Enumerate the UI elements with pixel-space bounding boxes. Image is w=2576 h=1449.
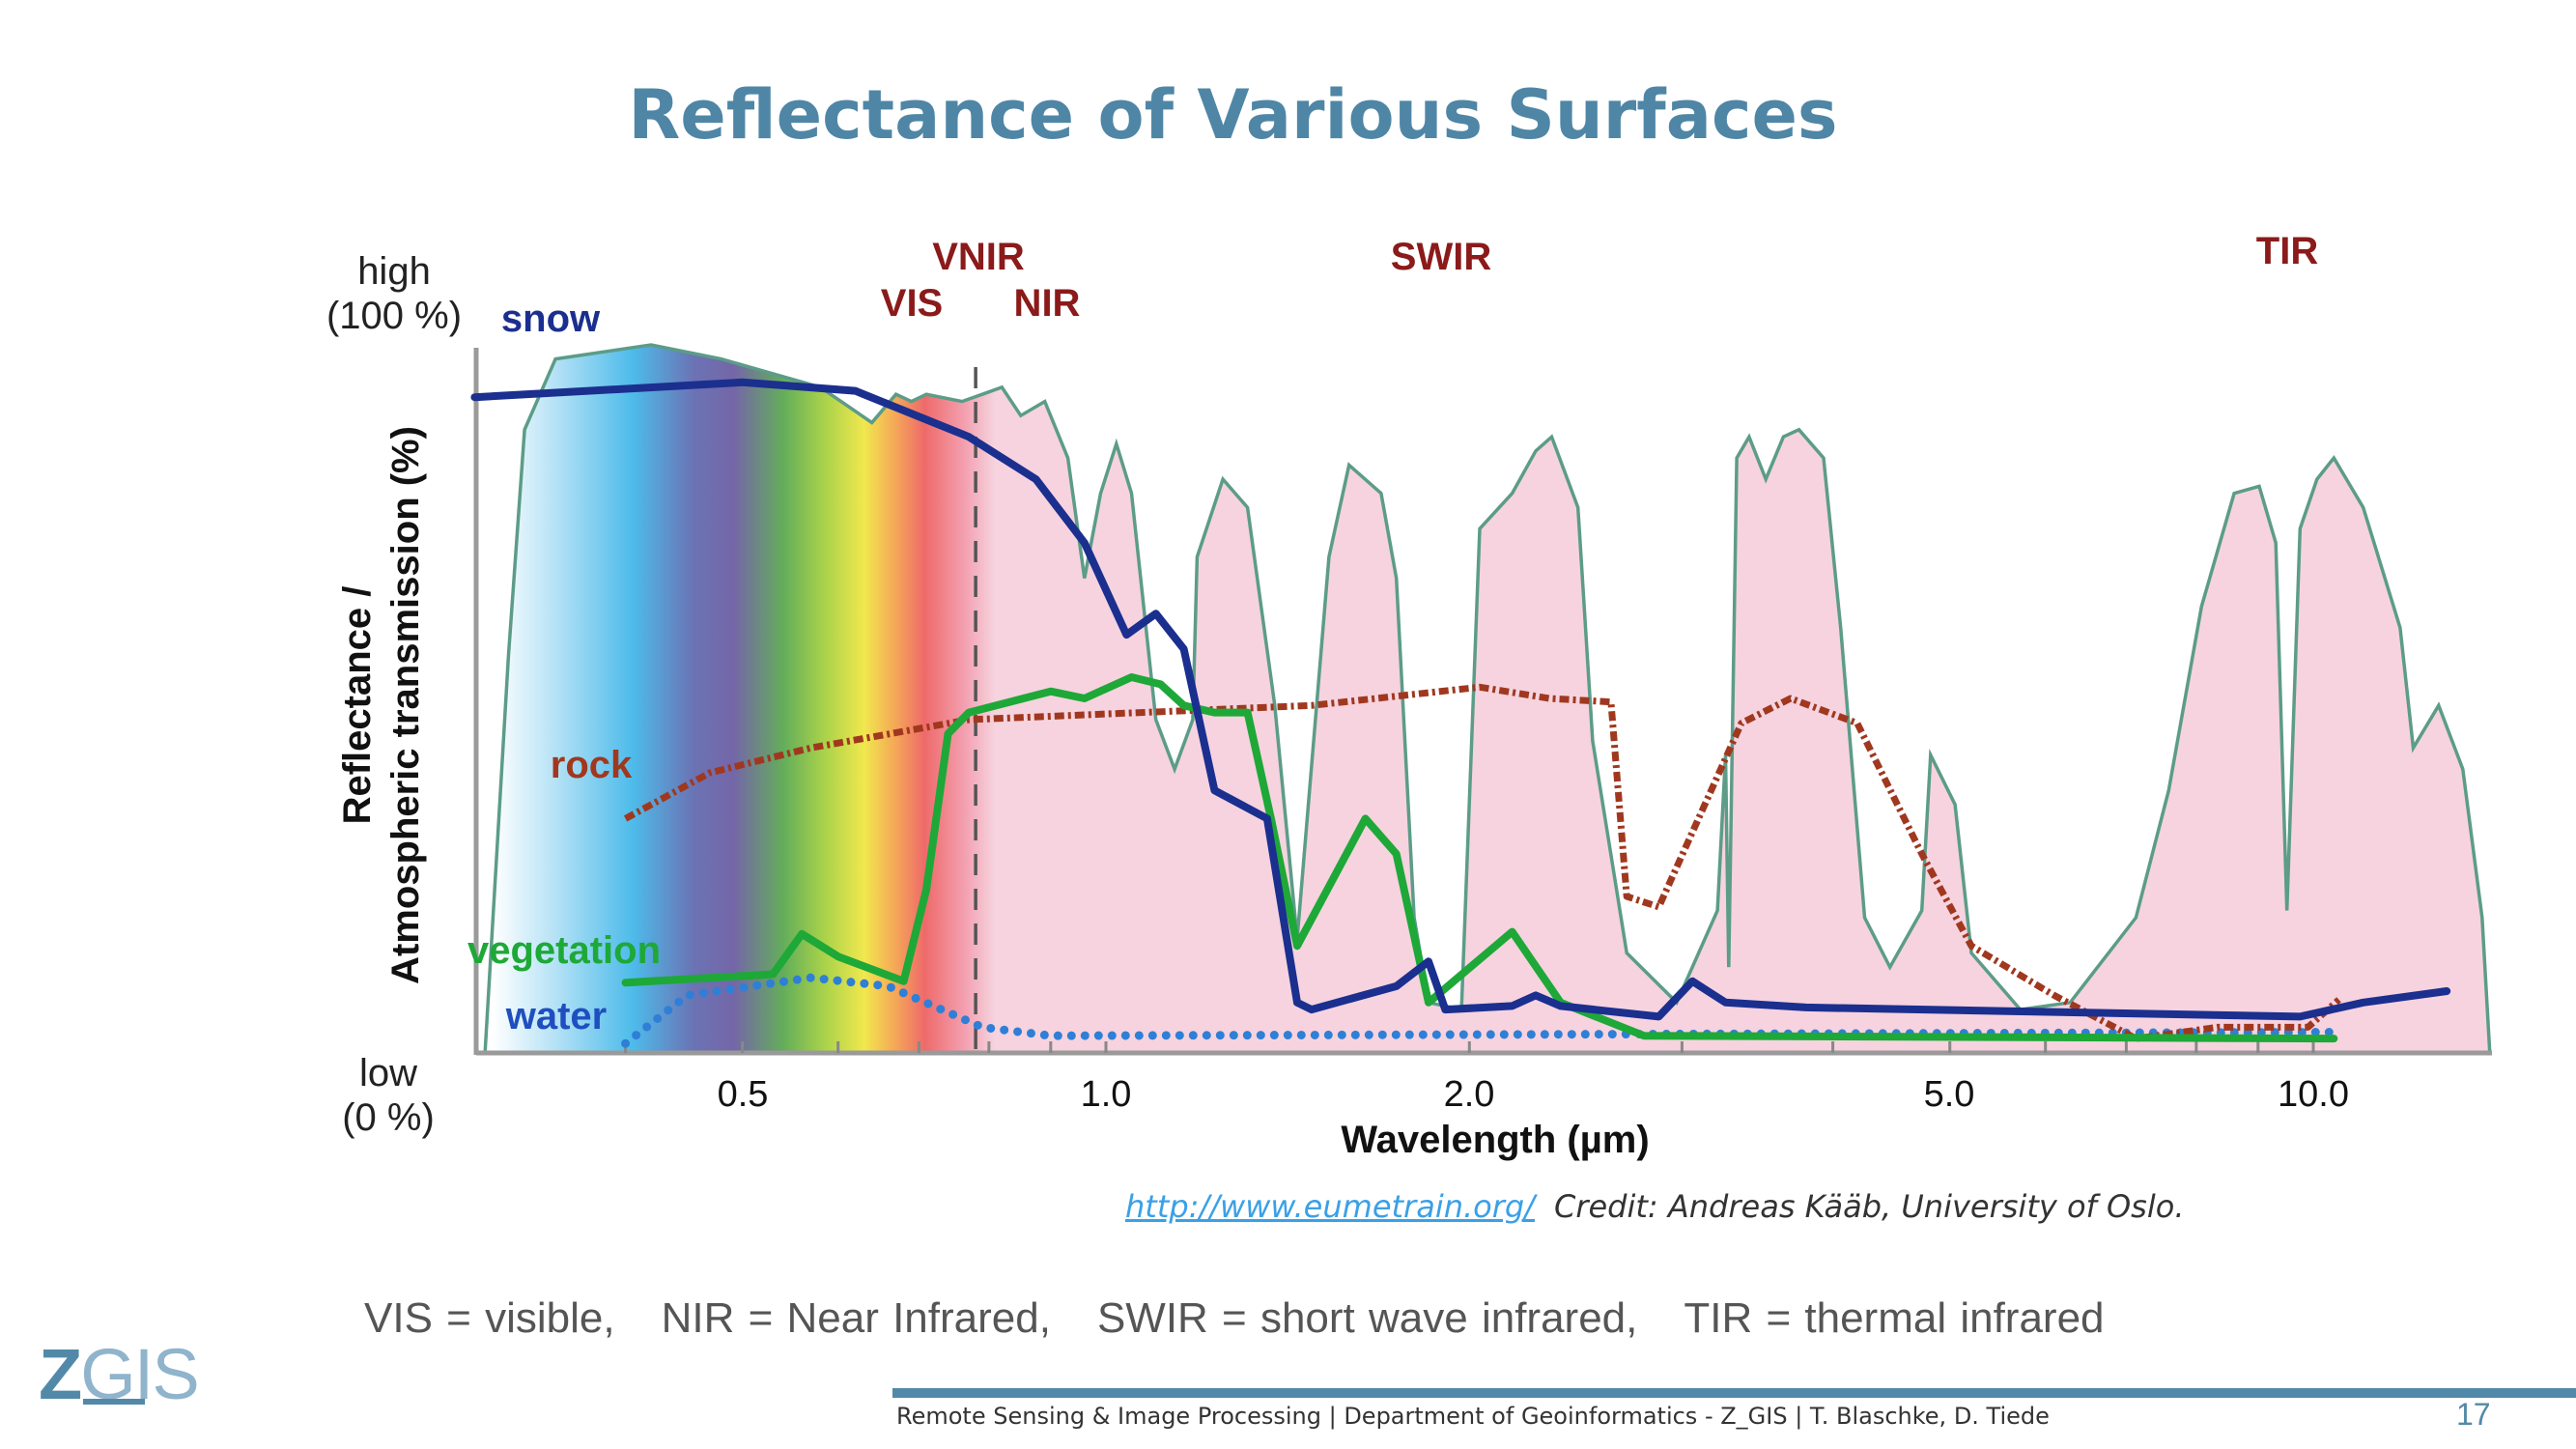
definition-tir: TIR = thermal infrared bbox=[1684, 1294, 2105, 1342]
y-high-label: high (100 %) bbox=[326, 249, 462, 338]
definition-swir: SWIR = short wave infrared, bbox=[1096, 1294, 1638, 1342]
band-label-tir: TIR bbox=[2255, 230, 2319, 272]
y-axis-title: Reflectance / Atmospheric transmission (… bbox=[333, 426, 430, 984]
atmospheric-transmission-line bbox=[483, 343, 2492, 1053]
series-label-vegetation: vegetation bbox=[467, 929, 662, 972]
x-tick-label: 2.0 bbox=[1443, 1074, 1495, 1115]
x-tick-label: 0.5 bbox=[717, 1074, 769, 1115]
band-label-vnir: VNIR bbox=[932, 236, 1025, 278]
y-high-percent: (100 %) bbox=[326, 295, 463, 337]
y-low-percent: (0 %) bbox=[342, 1096, 435, 1139]
credit-line: http://www.eumetrain.org/Credit: Andreas… bbox=[1125, 1188, 2184, 1225]
x-tick-label: 1.0 bbox=[1080, 1074, 1132, 1115]
atmospheric-transmission-layer bbox=[483, 343, 2492, 1053]
series-layer bbox=[470, 378, 2451, 1048]
x-tick-label: 10.0 bbox=[2278, 1074, 2349, 1115]
series-label-rock: rock bbox=[550, 744, 633, 786]
series-line-water bbox=[621, 973, 2338, 1048]
band-label-vis: VIS bbox=[880, 282, 944, 325]
definition-nir: NIR = Near Infrared, bbox=[661, 1294, 1051, 1342]
source-link[interactable]: http://www.eumetrain.org/ bbox=[1125, 1188, 1535, 1225]
band-label-nir: NIR bbox=[1013, 282, 1081, 325]
footer-text: Remote Sensing & Image Processing | Depa… bbox=[896, 1403, 2050, 1430]
x-axis-title: Wavelength (µm) bbox=[1341, 1119, 1650, 1161]
band-label-swir: SWIR bbox=[1390, 236, 1492, 278]
series-line-snow bbox=[470, 378, 2451, 1021]
credit-text: Credit: Andreas Kääb, University of Oslo… bbox=[1553, 1188, 2185, 1225]
page-number: 17 bbox=[2456, 1397, 2491, 1432]
zgis-logo: ZGIS bbox=[39, 1334, 200, 1414]
series-label-water: water bbox=[505, 995, 608, 1037]
y-high-word: high bbox=[357, 250, 431, 293]
series-line-rock bbox=[623, 683, 2341, 1042]
y-axis-title-line1: Reflectance / bbox=[336, 585, 379, 825]
x-tick-label: 5.0 bbox=[1923, 1074, 1975, 1115]
slide-title: Reflectance of Various Surfaces bbox=[628, 75, 1838, 155]
definition-vis: VIS = visible, bbox=[364, 1294, 615, 1342]
y-low-label: low (0 %) bbox=[342, 1051, 435, 1140]
y-axis-title-line2: Atmospheric transmission (%) bbox=[384, 426, 427, 984]
series-label-snow: snow bbox=[500, 298, 601, 340]
abbreviation-definitions: VIS = visible, NIR = Near Infrared, SWIR =… bbox=[364, 1294, 2151, 1343]
footer-bar bbox=[892, 1388, 2576, 1398]
y-low-word: low bbox=[358, 1052, 418, 1094]
axes-layer bbox=[473, 348, 2492, 1056]
